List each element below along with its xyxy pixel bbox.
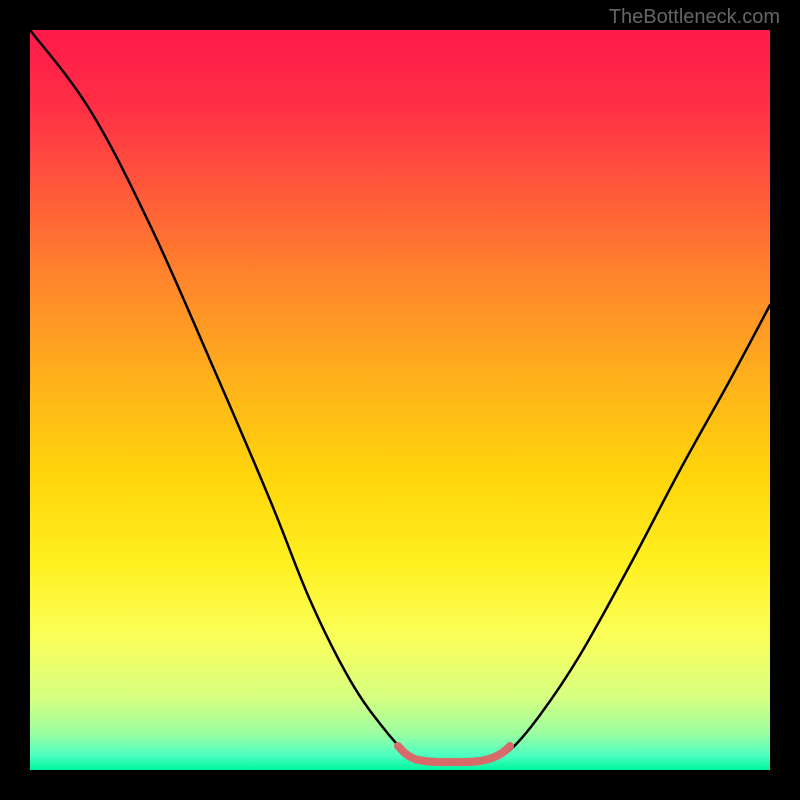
gradient-v-chart [0, 0, 800, 800]
plot-background [30, 30, 770, 770]
chart-container: TheBottleneck.com [0, 0, 800, 800]
watermark-text: TheBottleneck.com [609, 6, 780, 29]
